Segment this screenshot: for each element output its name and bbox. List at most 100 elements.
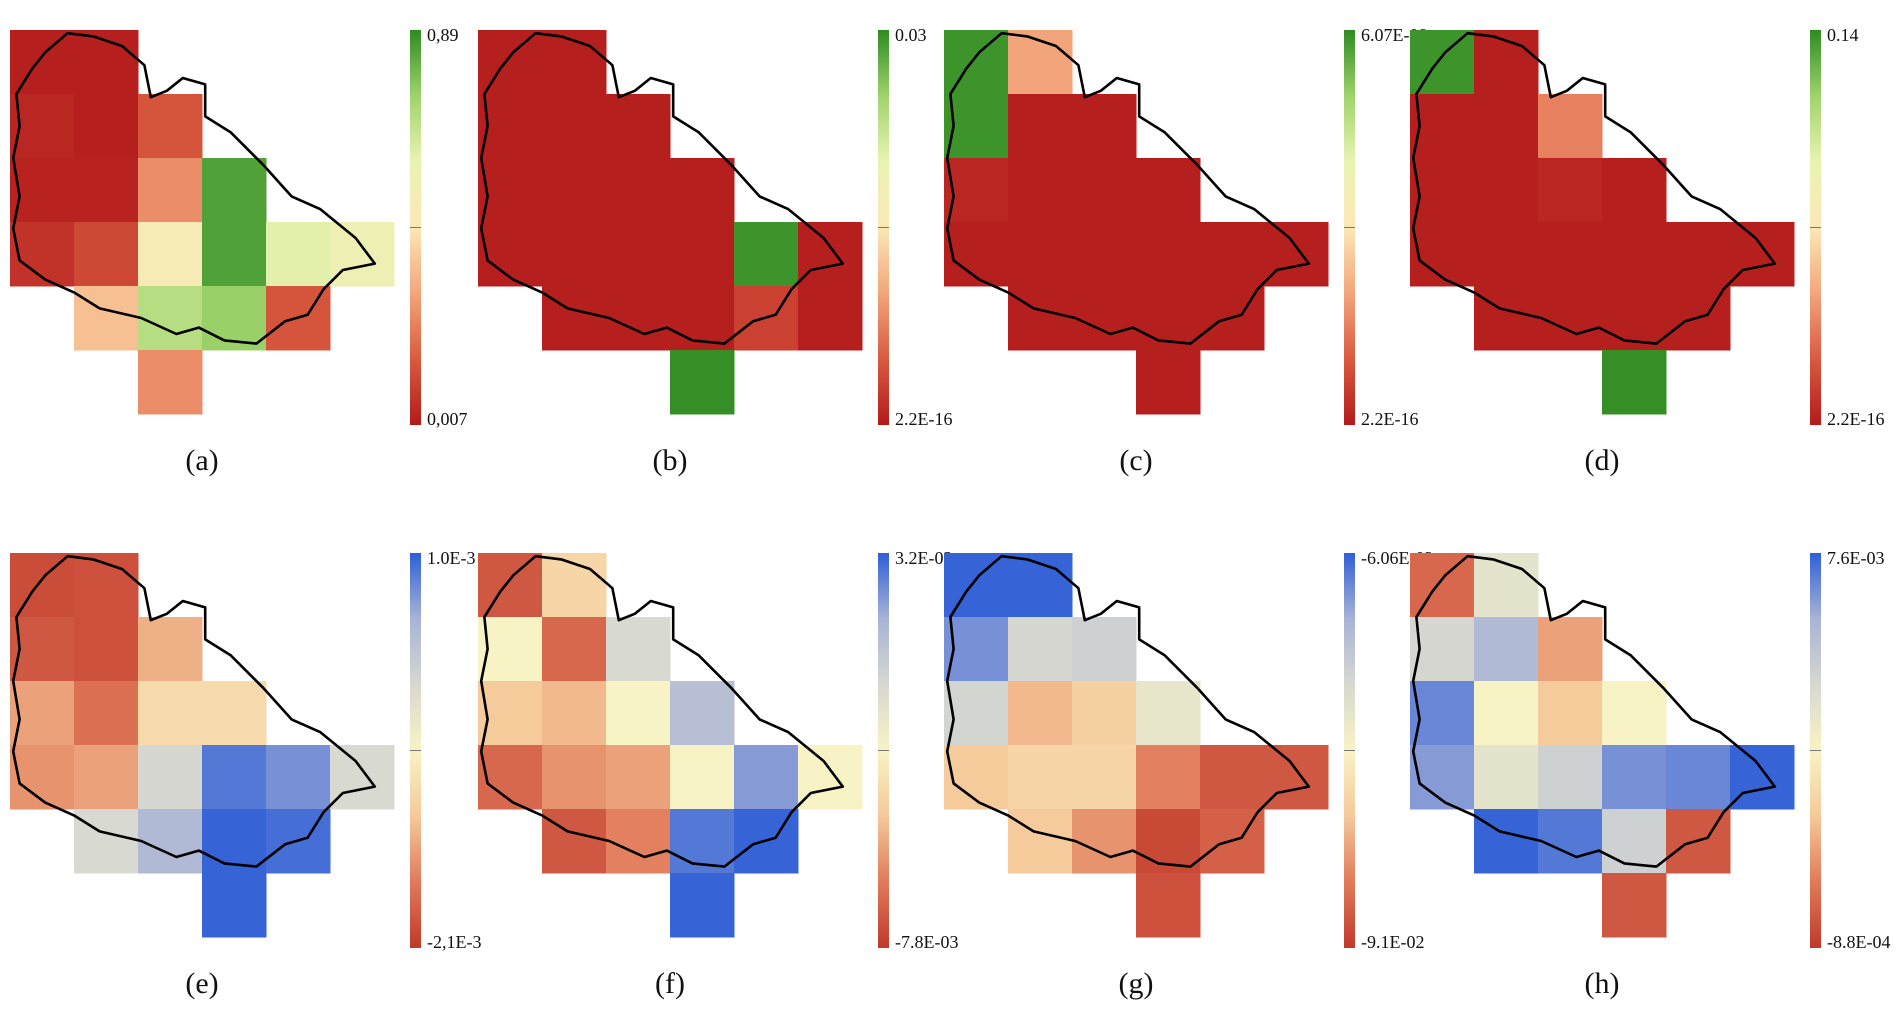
grid-cell (1410, 30, 1475, 95)
grid-cell (1538, 286, 1603, 351)
grid-cell (944, 553, 1009, 618)
grid-cell (1602, 745, 1667, 810)
grid-cell (10, 30, 75, 95)
grid-cell (478, 681, 543, 746)
grid-cell (138, 222, 203, 287)
grid-cell (138, 94, 203, 159)
grid-cell (1072, 222, 1137, 287)
map-panel-4: 0.14 2.2E-16 (d) (1410, 25, 1885, 477)
grid-cell (1072, 617, 1137, 682)
grid-cell (1602, 681, 1667, 746)
grid-cell (606, 286, 671, 351)
grid-cell (138, 617, 203, 682)
basin-boundary (945, 554, 1311, 868)
grid-cell (138, 809, 203, 874)
map-panel-2: 0.03 2.2E-16 (b) (478, 25, 953, 477)
grid-cell (1538, 94, 1603, 159)
basin-boundary (479, 554, 845, 868)
grid-cell (1474, 745, 1539, 810)
grid-cell (1410, 745, 1475, 810)
grid-cell (1474, 809, 1539, 874)
grid-cell (1072, 94, 1137, 159)
grid-cell (74, 94, 139, 159)
grid-cell (1072, 158, 1137, 223)
colorbar-max-label: 0.03 (895, 25, 927, 45)
grid-cell (330, 222, 395, 287)
grid-cell (1602, 222, 1667, 287)
grid-cell (138, 286, 203, 351)
grid-cell (606, 745, 671, 810)
grid-cell (1602, 350, 1667, 415)
panel-caption: (c) (1119, 444, 1152, 477)
grid-cell (74, 222, 139, 287)
grid-cell (1008, 809, 1073, 874)
grid-cell (1136, 681, 1201, 746)
grid-cell (542, 617, 607, 682)
panel-caption: (d) (1585, 444, 1620, 477)
grid-cell (1136, 745, 1201, 810)
map-panel-3: 6.07E-082.2E-16(c) (944, 25, 1428, 477)
grid-cell (798, 222, 863, 287)
grid-cell (1602, 158, 1667, 223)
grid-cell (202, 681, 267, 746)
grid-cell (202, 286, 267, 351)
grid-cell (74, 617, 139, 682)
grid-cell (734, 222, 799, 287)
grid-cell (606, 94, 671, 159)
grid-cell (542, 222, 607, 287)
grid-cell (1136, 158, 1201, 223)
grid-cell (10, 681, 75, 746)
grid-cell (944, 681, 1009, 746)
colorbar-max-label: 3.2E-03 (895, 548, 953, 568)
grid-cell (74, 158, 139, 223)
grid-cell (330, 745, 395, 810)
grid-cell (1474, 94, 1539, 159)
grid-cell (1136, 809, 1201, 874)
grid-cell (478, 222, 543, 287)
grid-cell (74, 286, 139, 351)
grid-cell (1538, 158, 1603, 223)
grid-cell (478, 30, 543, 95)
basin-boundary (11, 31, 377, 345)
grid-cell (1200, 222, 1265, 287)
colorbar-max-label: 1.0E-3 (427, 548, 476, 568)
grid-cell (670, 350, 735, 415)
grid-cell (1538, 617, 1603, 682)
panel-caption: (f) (655, 967, 685, 1000)
colorbar-max-label: 0,89 (427, 25, 459, 45)
colorbar-min-label: 2.2E-16 (1361, 409, 1419, 429)
grid-cell (1474, 222, 1539, 287)
grid-cell (1008, 745, 1073, 810)
grid-cell (542, 809, 607, 874)
panel-caption: (e) (185, 967, 218, 1000)
grid-cell (1410, 553, 1475, 618)
grid-cell (542, 681, 607, 746)
grid-cell (1072, 809, 1137, 874)
colorbar-min-label: -2,1E-3 (427, 932, 481, 952)
grid-cell (1410, 158, 1475, 223)
grid-cell (266, 745, 331, 810)
grid-cell (10, 745, 75, 810)
grid-cell (542, 158, 607, 223)
basin-boundary (1411, 554, 1777, 868)
grid-cell (202, 745, 267, 810)
map-panel-5: 1.0E-3 -2,1E-3 (e) (10, 548, 481, 1000)
grid-cell (944, 222, 1009, 287)
map-panel-1: 0,89 0,007 (a) (10, 25, 468, 477)
grid-cell (1008, 617, 1073, 682)
grid-cell (1602, 873, 1667, 938)
colorbar-max-label: 0.14 (1827, 25, 1859, 45)
basin-boundary (1411, 31, 1777, 345)
grid-cell (138, 681, 203, 746)
basin-boundary (945, 31, 1311, 345)
basin-boundary (11, 554, 377, 868)
grid-cell (798, 745, 863, 810)
grid-cell (1136, 222, 1201, 287)
panel-caption: (a) (185, 444, 218, 477)
panel-caption: (h) (1585, 967, 1620, 1000)
grid-cell (1264, 222, 1329, 287)
grid-cell (74, 681, 139, 746)
grid-cell (138, 158, 203, 223)
grid-cell (606, 809, 671, 874)
